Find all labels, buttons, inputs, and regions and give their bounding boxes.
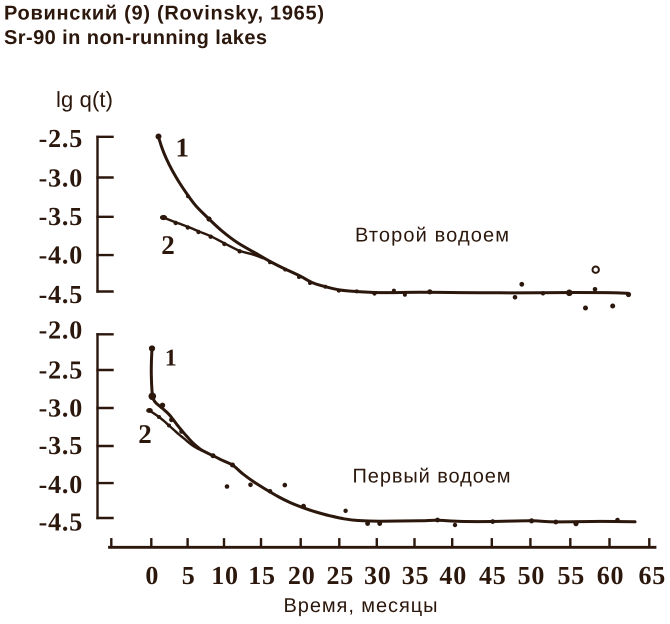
svg-text:35: 35: [402, 561, 430, 590]
svg-text:-3.0: -3.0: [39, 394, 83, 423]
svg-text:15: 15: [248, 561, 276, 590]
svg-text:lg q(t): lg q(t): [56, 87, 113, 112]
svg-text:50: 50: [518, 561, 546, 590]
svg-text:Первый водоем: Первый водоем: [353, 466, 511, 488]
svg-text:Время, месяцы: Время, месяцы: [284, 595, 438, 617]
svg-text:0: 0: [145, 561, 159, 590]
svg-text:-3.5: -3.5: [39, 431, 83, 460]
svg-text:55: 55: [557, 561, 585, 590]
svg-text:-3.5: -3.5: [39, 202, 83, 231]
svg-text:65: 65: [638, 561, 666, 590]
svg-text:10: 10: [211, 561, 239, 590]
svg-text:2: 2: [161, 230, 175, 260]
svg-text:-2.5: -2.5: [39, 124, 83, 153]
svg-text:40: 40: [439, 561, 467, 590]
svg-text:-4.0: -4.0: [39, 470, 83, 499]
svg-text:1: 1: [176, 133, 190, 163]
svg-text:Ровинский (9) (Rovinsky, 1965): Ровинский (9) (Rovinsky, 1965): [4, 3, 324, 25]
svg-text:Второй водоем: Второй водоем: [355, 225, 509, 247]
svg-text:5: 5: [182, 561, 196, 590]
svg-text:60: 60: [597, 561, 625, 590]
svg-text:-4.5: -4.5: [39, 508, 83, 537]
svg-text:Sr-90 in non-running lakes: Sr-90 in non-running lakes: [4, 27, 267, 49]
svg-text:2: 2: [138, 419, 152, 449]
svg-text:-3.0: -3.0: [39, 164, 83, 193]
svg-text:30: 30: [364, 561, 392, 590]
svg-text:1: 1: [165, 345, 177, 371]
svg-text:-2.5: -2.5: [39, 356, 83, 385]
svg-text:45: 45: [479, 561, 507, 590]
svg-text:-4.5: -4.5: [39, 280, 83, 309]
svg-text:-4.0: -4.0: [39, 241, 83, 270]
svg-text:25: 25: [326, 561, 354, 590]
svg-text:-2.0: -2.0: [39, 316, 83, 345]
svg-text:20: 20: [288, 561, 316, 590]
